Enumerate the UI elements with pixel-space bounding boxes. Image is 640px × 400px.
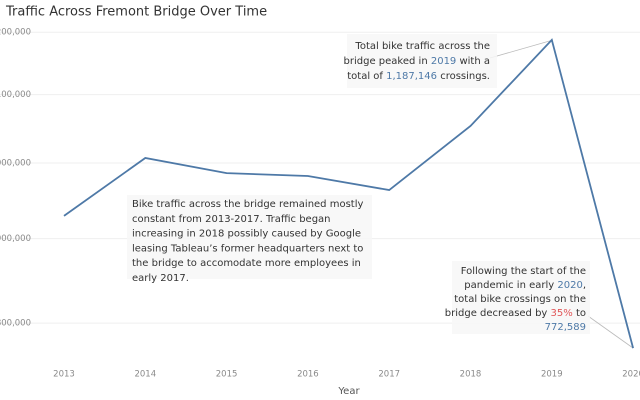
annotation-line: 772,589 — [545, 322, 586, 333]
annotation-line: total of 1,187,146 crossings. — [347, 71, 490, 82]
annotation-line: Bike traffic across the bridge remained … — [132, 199, 363, 210]
y-tick-label: 1,200,000 — [0, 28, 31, 38]
annotation-text: leasing Tableau’s former headquarters ne… — [132, 243, 363, 254]
annotation-line: total bike crossings on the — [454, 294, 586, 305]
x-tick-label: 2019 — [541, 370, 563, 380]
y-tick-label: 1,000,000 — [0, 159, 31, 169]
annotation-text: pandemic in early — [464, 280, 557, 291]
annotation-text: 2019 — [431, 56, 456, 67]
chart-title: Traffic Across Fremont Bridge Over Time — [5, 5, 267, 20]
annotation-text: Total bike traffic across the — [354, 41, 490, 52]
annotation-text: 35% — [551, 308, 573, 319]
annotation-line: increasing in 2018 possibly caused by Go… — [132, 229, 361, 240]
annotation-text: total bike crossings on the — [454, 294, 586, 305]
annotation-line: Total bike traffic across the — [354, 41, 490, 52]
annotation-text: Following the start of the — [461, 266, 586, 277]
annotation-line: constant from 2013-2017. Traffic began — [132, 214, 331, 225]
y-tick-label: 900,000 — [0, 234, 31, 244]
annotation-text: with a — [456, 56, 490, 67]
annotation-line: bridge peaked in 2019 with a — [344, 56, 490, 67]
annotation-line: Following the start of the — [461, 266, 586, 277]
annotation-line: early 2017. — [132, 273, 189, 284]
annotation-box — [127, 195, 372, 279]
annotation-line: leasing Tableau’s former headquarters ne… — [132, 243, 363, 254]
annotation-text: constant from 2013-2017. Traffic began — [132, 214, 331, 225]
x-tick-label: 2014 — [134, 370, 156, 380]
y-tick-label: 800,000 — [0, 319, 31, 329]
annotation-text: , — [583, 280, 586, 291]
annotation-text: to — [573, 308, 586, 319]
annotation-text: crossings. — [437, 71, 490, 82]
y-tick-label: 1,100,000 — [0, 90, 31, 100]
data-line — [63, 38, 634, 349]
connector — [587, 315, 634, 349]
annotation-text: Bike traffic across the bridge remained … — [132, 199, 363, 210]
annotation-line: the bridge to accomodate more employees … — [132, 258, 361, 269]
annotation-text: bridge decreased by — [445, 308, 551, 319]
annotation-box — [347, 34, 497, 88]
annotation-text: the bridge to accomodate more employees … — [132, 258, 361, 269]
x-tick-label: 2016 — [297, 370, 319, 380]
annotation-text: 2020 — [557, 280, 582, 291]
annotation-line: pandemic in early 2020, — [464, 280, 586, 291]
annotation-text: bridge peaked in — [344, 56, 431, 67]
annotation-text: increasing in 2018 possibly caused by Go… — [132, 229, 361, 240]
annotation-box — [452, 261, 590, 334]
annotation-text: early 2017. — [132, 273, 189, 284]
x-tick-label: 2020 — [622, 370, 640, 380]
annotation-text: 1,187,146 — [386, 71, 437, 82]
annotation-text: total of — [347, 71, 386, 82]
x-tick-label: 2013 — [53, 370, 75, 380]
annotation-line: bridge decreased by 35% to — [445, 308, 586, 319]
connector — [489, 39, 554, 59]
x-tick-label: 2018 — [460, 370, 482, 380]
x-tick-label: 2017 — [378, 370, 400, 380]
x-axis-title: Year — [337, 386, 360, 397]
x-tick-label: 2015 — [216, 370, 238, 380]
annotation-text: 772,589 — [545, 322, 586, 333]
